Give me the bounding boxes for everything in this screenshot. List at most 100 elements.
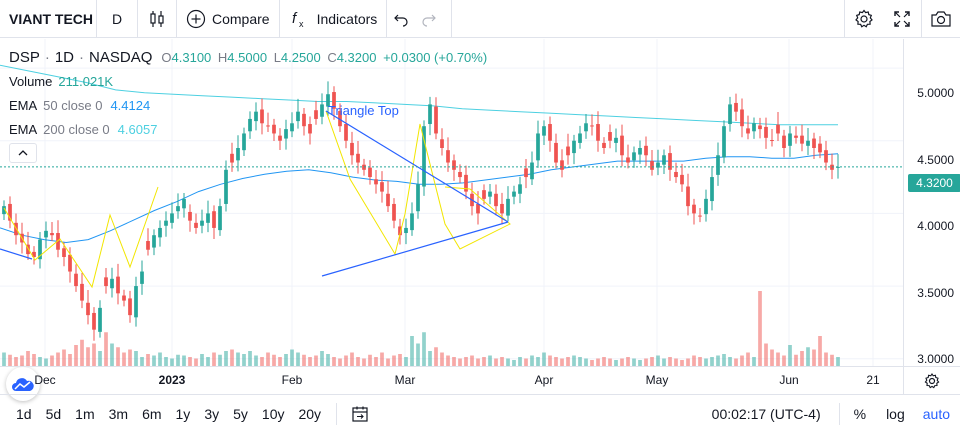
snapshot-button[interactable] [922, 0, 960, 38]
candle-body [530, 162, 534, 180]
volume-bar [566, 357, 570, 366]
candle-body [170, 213, 174, 223]
volume-bar [710, 357, 714, 366]
volume-bar [458, 358, 462, 366]
range-3m-button[interactable]: 3m [108, 406, 129, 422]
percent-scale-toggle[interactable]: % [853, 406, 867, 422]
volume-bar [824, 352, 828, 366]
candle-body [92, 312, 96, 330]
volume-bar [434, 347, 438, 366]
undo-button[interactable] [387, 0, 415, 38]
time-axis-label: 2023 [158, 373, 186, 387]
candle-body [800, 135, 804, 144]
volume-bar [530, 355, 534, 366]
compare-button[interactable]: Compare [177, 0, 279, 38]
candle-body [56, 233, 60, 250]
candle-body [722, 126, 726, 158]
volume-bar [8, 354, 12, 366]
range-1m-button[interactable]: 1m [75, 406, 95, 422]
time-axis-label: Jun [779, 373, 799, 387]
settings-button[interactable] [845, 0, 883, 38]
candle-body [254, 111, 258, 122]
volume-bar [350, 352, 354, 366]
range-5d-button[interactable]: 5d [45, 406, 62, 422]
chart-style-button[interactable] [138, 0, 176, 38]
time-axis[interactable]: Dec 2023 Feb Mar Apr May Jun 21 [0, 366, 903, 394]
volume-bar [134, 351, 138, 366]
candle-body [638, 148, 642, 155]
volume-bar [728, 357, 732, 366]
candle-body [182, 198, 186, 209]
log-scale-toggle[interactable]: log [886, 406, 905, 422]
time-axis-label: Mar [394, 373, 416, 387]
chart-pane[interactable]: Triangle Top [0, 39, 903, 401]
candle-body [794, 135, 798, 138]
range-3y-button[interactable]: 3y [204, 406, 220, 422]
volume-bar [542, 352, 546, 366]
candle-body [200, 220, 204, 226]
candle-body [458, 171, 462, 178]
candle-body [152, 235, 156, 248]
volume-bar [74, 345, 78, 366]
chevron-up-icon [18, 150, 28, 156]
volume-bar [680, 360, 684, 366]
legend-volume-row[interactable]: Volume 211.021K [9, 69, 487, 93]
range-1d-button[interactable]: 1d [16, 406, 32, 422]
volume-bar [128, 349, 132, 366]
volume-bar [776, 352, 780, 366]
symbol-search-button[interactable]: VIANT TECH [9, 10, 93, 27]
candle-body [326, 94, 330, 107]
legend-collapse-button[interactable] [9, 143, 37, 163]
candle-body [86, 302, 90, 316]
volume-bar [800, 351, 804, 366]
volume-bar [332, 357, 336, 366]
volume-bar [68, 354, 72, 366]
range-5y-button[interactable]: 5y [233, 406, 248, 422]
legend-ema50-row[interactable]: EMA 50 close 0 4.4124 [9, 93, 487, 117]
redo-button[interactable] [415, 0, 443, 38]
triangle-top-pattern[interactable]: Triangle Top [0, 103, 511, 289]
legend-ticker[interactable]: DSP [9, 48, 40, 66]
ema200-line [0, 64, 838, 126]
fullscreen-button[interactable] [883, 0, 921, 38]
candle-body [824, 150, 828, 163]
volume-bar [158, 352, 162, 366]
range-6m-button[interactable]: 6m [142, 406, 162, 422]
pattern-lower-trendline [321, 221, 509, 277]
timezone-clock[interactable]: 00:02:17 (UTC-4) [711, 406, 821, 422]
axis-settings-button[interactable] [903, 366, 960, 394]
volume-bar [104, 332, 108, 366]
candle-body [662, 155, 666, 165]
candle-body [404, 227, 408, 234]
tradingview-logo-button[interactable] [6, 367, 40, 401]
range-1y-button[interactable]: 1y [175, 406, 191, 422]
volume-bar [416, 343, 420, 366]
legend-ema200-row[interactable]: EMA 200 close 0 4.6057 [9, 117, 487, 141]
price-axis[interactable]: 5.0000 4.5000 4.0000 3.5000 3.0000 4.320… [903, 39, 960, 366]
candle-body [230, 153, 234, 163]
candle-body [674, 171, 678, 178]
high-label: H [217, 49, 228, 65]
auto-scale-toggle[interactable]: auto [922, 406, 950, 422]
volume-bar [368, 354, 372, 366]
interval-button[interactable]: D [111, 10, 123, 27]
indicators-button[interactable]: f x Indicators [280, 0, 387, 38]
volume-bar [464, 357, 468, 366]
bar-style-icon [150, 10, 164, 27]
open-value: 4.3100 [171, 49, 212, 65]
candle-body [248, 118, 252, 132]
candle-body [434, 106, 438, 134]
candle-body [392, 203, 396, 221]
pattern-zigzag [325, 110, 511, 256]
volume-bar [656, 355, 660, 366]
volume-bar [170, 358, 174, 366]
go-to-date-button[interactable] [345, 405, 375, 423]
legend-exchange: NASDAQ [89, 48, 153, 66]
volume-bar [494, 358, 498, 366]
volume-bar [266, 352, 270, 366]
range-20y-button[interactable]: 20y [298, 406, 322, 422]
volume-bar [362, 358, 366, 366]
range-10y-button[interactable]: 10y [261, 406, 285, 422]
candle-body [446, 150, 450, 163]
candle-body [80, 283, 84, 301]
